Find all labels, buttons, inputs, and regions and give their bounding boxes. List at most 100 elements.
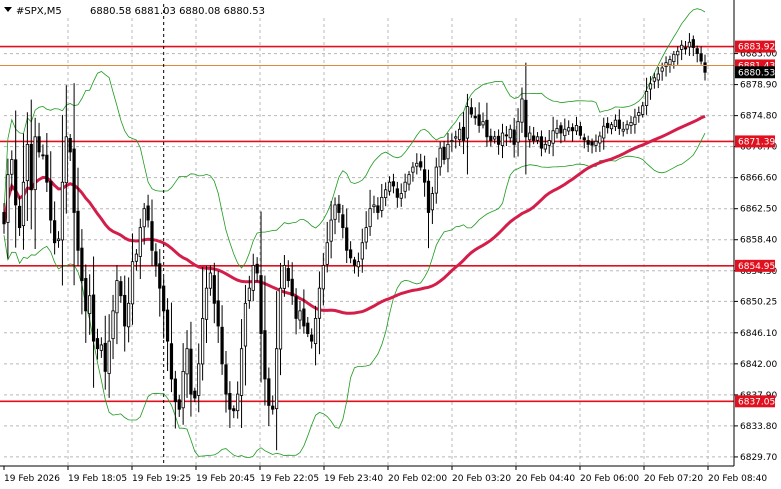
candle-body — [384, 189, 388, 199]
price-tag: 6837.05 — [735, 395, 775, 408]
candle-body — [422, 169, 427, 183]
candle — [364, 211, 368, 250]
candle — [239, 319, 244, 428]
candle — [72, 83, 76, 286]
candle — [496, 129, 501, 155]
candle-body — [559, 125, 563, 134]
candle — [520, 87, 524, 133]
candle-body — [41, 154, 45, 157]
y-tick-label: 6870.70 — [740, 143, 777, 153]
candle-body — [563, 128, 567, 137]
candle-body — [17, 205, 22, 229]
candle — [407, 170, 411, 191]
candle — [290, 262, 294, 305]
horizontal-levels[interactable] — [0, 45, 734, 403]
candle — [691, 35, 695, 57]
symbol-label: #SPX,M5 — [16, 6, 62, 17]
candle-body — [95, 338, 100, 350]
candle-body — [602, 125, 606, 139]
candle — [158, 249, 162, 317]
candle — [243, 284, 248, 386]
candle-body — [625, 124, 629, 130]
candle — [644, 77, 649, 115]
candle-body — [158, 263, 162, 289]
candle-body — [461, 126, 466, 141]
candle — [629, 116, 633, 134]
candle-body — [138, 227, 142, 257]
price-tag: 6854.95 — [735, 259, 775, 272]
candle-body — [500, 132, 505, 146]
candle-body — [574, 125, 579, 132]
candle — [150, 199, 154, 267]
candle-body — [29, 143, 33, 191]
x-tick-label: 20 Feb 06:00 — [580, 474, 639, 484]
candle — [341, 204, 345, 239]
price-tag-label: 6883.92 — [738, 43, 775, 53]
candle-body — [520, 98, 524, 123]
candle — [633, 108, 637, 134]
candle — [10, 150, 14, 191]
candle-body — [333, 204, 337, 220]
x-tick-label: 20 Feb 08:40 — [708, 474, 767, 484]
candle-body — [99, 344, 103, 351]
candle — [532, 126, 536, 145]
candle-body — [489, 135, 493, 141]
candle-body — [473, 115, 477, 119]
candle-body — [458, 128, 462, 141]
candle-body — [173, 378, 177, 403]
candle — [516, 108, 520, 157]
candle — [578, 121, 582, 140]
candle — [458, 122, 462, 146]
candle-body — [154, 251, 158, 266]
candle — [302, 289, 306, 334]
candle — [282, 254, 287, 297]
price-tag-box — [735, 66, 775, 79]
candle — [173, 370, 177, 429]
candle-body — [232, 408, 236, 412]
candle-body — [68, 137, 72, 153]
candle-body — [208, 272, 213, 289]
candle — [80, 229, 84, 315]
candle-body — [578, 126, 582, 136]
candle — [376, 197, 380, 220]
candle — [547, 130, 551, 154]
candle — [37, 122, 41, 158]
candle-body — [220, 326, 224, 365]
candle-body — [567, 127, 571, 132]
candle-body — [633, 116, 637, 125]
x-tick-label: 19 Feb 18:05 — [68, 474, 127, 484]
y-tick-label: 6862.50 — [740, 205, 777, 215]
candle-body — [329, 219, 333, 242]
candle — [84, 264, 88, 343]
candle — [142, 202, 146, 245]
candle-body — [648, 83, 653, 90]
price-tag: 6883.92 — [735, 40, 775, 53]
candle — [181, 343, 185, 425]
candle — [438, 141, 442, 176]
candle-body — [516, 121, 520, 143]
candle — [699, 46, 703, 65]
candle-body — [664, 62, 668, 67]
y-tick-label: 6874.80 — [740, 112, 777, 122]
candle — [111, 294, 115, 360]
candle-body — [415, 162, 419, 167]
price-tag: 6880.53 — [735, 66, 775, 79]
candle-body — [197, 363, 201, 396]
candle — [2, 203, 6, 234]
candle — [189, 321, 193, 417]
candle-body — [341, 214, 345, 229]
candle — [329, 201, 333, 259]
header-triangle-icon[interactable] — [4, 7, 12, 12]
candle — [559, 122, 563, 144]
candle — [648, 76, 653, 100]
candle-body — [450, 140, 454, 142]
candle — [127, 277, 131, 343]
candle-body — [426, 180, 431, 213]
candle-body — [629, 122, 633, 126]
candle-body — [60, 181, 65, 241]
candle — [621, 121, 625, 137]
candle-body — [185, 348, 189, 375]
candle-body — [555, 128, 559, 134]
candle-body — [278, 287, 283, 350]
